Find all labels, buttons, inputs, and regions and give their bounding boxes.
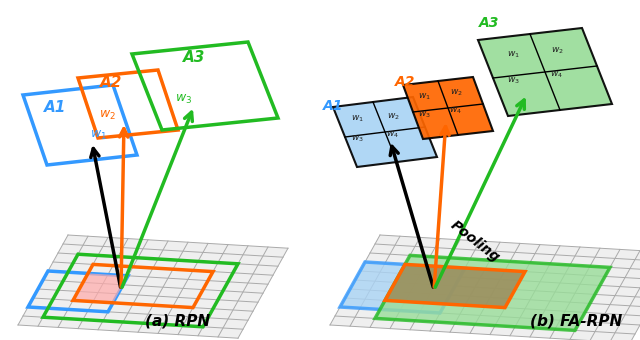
Polygon shape (478, 28, 612, 116)
Polygon shape (73, 273, 128, 303)
Polygon shape (375, 255, 610, 330)
Text: $w_4$: $w_4$ (449, 106, 463, 117)
Text: $w_1$: $w_1$ (351, 113, 364, 123)
Text: A1: A1 (44, 100, 67, 115)
Text: $w_1$: $w_1$ (507, 49, 520, 59)
Text: $w_3$: $w_3$ (175, 93, 192, 106)
Text: Pooling: Pooling (448, 218, 502, 265)
Text: $w_4$: $w_4$ (550, 70, 563, 81)
Polygon shape (330, 235, 640, 340)
Text: $w_1$: $w_1$ (417, 91, 431, 102)
Text: $w_3$: $w_3$ (507, 75, 520, 85)
Text: $w_3$: $w_3$ (351, 133, 364, 143)
Polygon shape (385, 265, 525, 308)
Text: A1: A1 (323, 99, 344, 113)
Polygon shape (333, 97, 437, 167)
Text: A2: A2 (395, 75, 415, 89)
Text: A2: A2 (100, 75, 122, 90)
Text: $w_2$: $w_2$ (450, 88, 462, 99)
Polygon shape (18, 235, 288, 338)
Text: $w_2$: $w_2$ (99, 109, 116, 122)
Text: $w_1$: $w_1$ (90, 129, 107, 142)
Text: (b) FA-RPN: (b) FA-RPN (530, 314, 622, 329)
Text: $w_4$: $w_4$ (387, 130, 399, 140)
Text: A3: A3 (479, 16, 499, 30)
Text: A3: A3 (183, 50, 205, 65)
Text: (a) RPN: (a) RPN (145, 314, 210, 329)
Polygon shape (340, 262, 465, 313)
Polygon shape (403, 77, 493, 139)
Text: $w_2$: $w_2$ (387, 111, 399, 121)
Text: $w_2$: $w_2$ (550, 45, 563, 55)
Text: $w_3$: $w_3$ (417, 109, 431, 119)
